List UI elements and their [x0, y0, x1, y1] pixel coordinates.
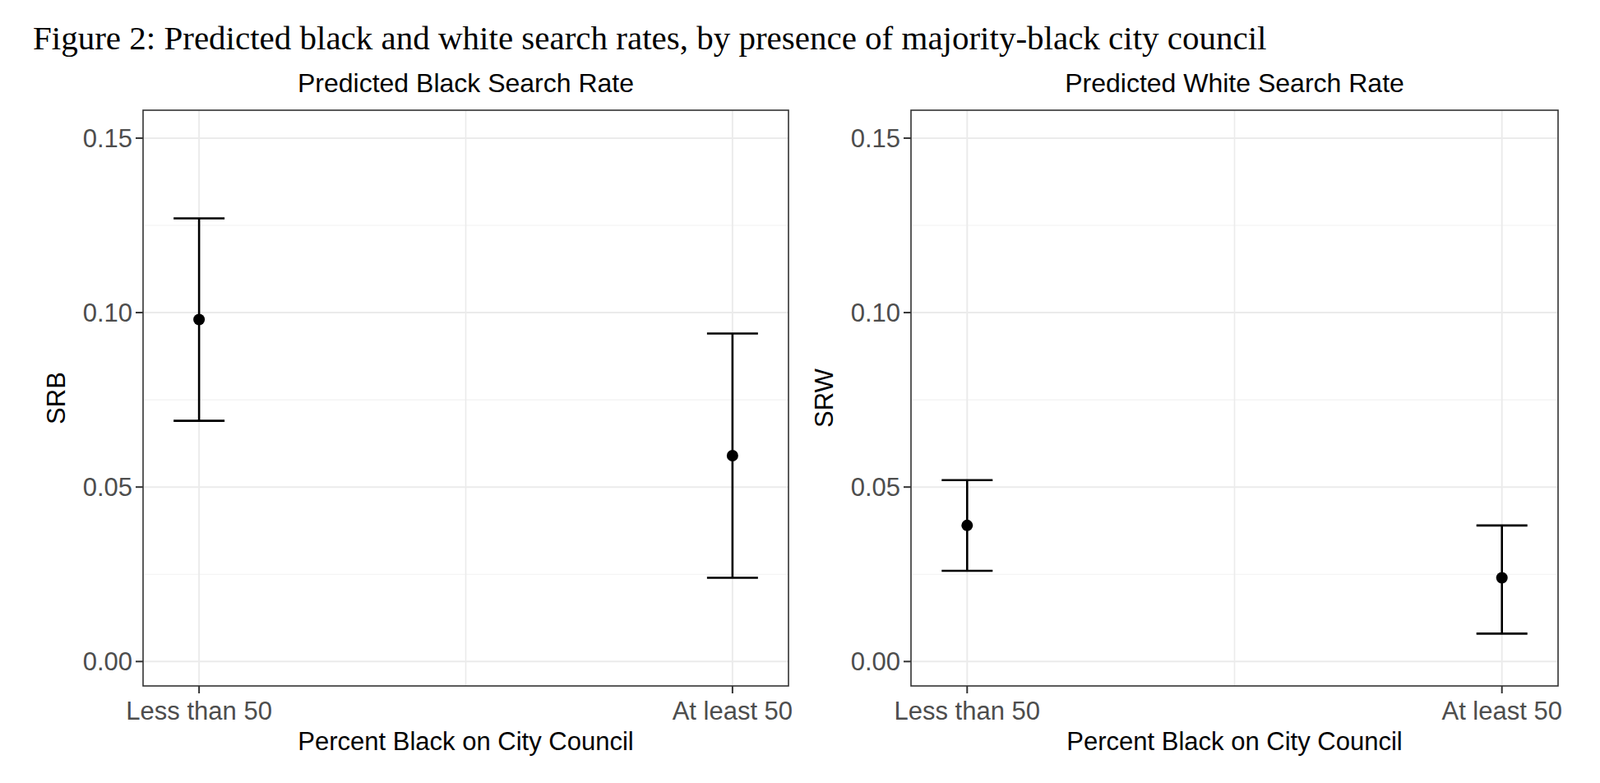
- x-axis-title: Percent Black on City Council: [1066, 726, 1402, 756]
- error-bar: [707, 333, 759, 579]
- tick-mark: [903, 660, 911, 662]
- tick-label: 0.15: [83, 124, 133, 153]
- tick-mark: [198, 685, 200, 694]
- grid-line: [143, 660, 789, 662]
- tick-label: 0.15: [850, 124, 901, 153]
- tick-mark: [903, 137, 911, 139]
- panel-title: Predicted Black Search Rate: [297, 68, 634, 98]
- tick-mark: [903, 311, 911, 314]
- tick-label: Less than 50: [894, 696, 1041, 726]
- grid-line: [910, 660, 1559, 662]
- tick-label: Less than 50: [125, 696, 273, 726]
- panel-border: [143, 110, 789, 686]
- grid-line: [143, 311, 789, 314]
- tick-mark: [135, 137, 144, 139]
- point: [193, 314, 205, 326]
- figure-svg: Figure 2: Predicted black and white sear…: [0, 0, 1600, 783]
- tick-label: 0.10: [83, 298, 133, 328]
- grid-line: [910, 311, 1559, 314]
- marks: [173, 218, 759, 579]
- tick-mark: [1501, 685, 1503, 694]
- grid-line: [910, 137, 1559, 139]
- tick-mark: [903, 485, 911, 488]
- panel: 0.00 0.05 0.10 0.15 Less than 50 At least 50 P…: [809, 68, 1563, 756]
- marks: [941, 480, 1527, 634]
- tick-mark: [731, 685, 734, 694]
- grid-line: [143, 485, 789, 488]
- tick-label: 0.00: [83, 647, 133, 676]
- figure-title: Figure 2: Predicted black and white sear…: [32, 18, 1268, 57]
- tick-mark: [135, 311, 144, 314]
- tick-mark: [135, 660, 144, 662]
- point: [961, 519, 973, 532]
- tick-label: 0.05: [83, 472, 133, 502]
- tick-label: 0.10: [850, 298, 901, 328]
- minor-grid: [1234, 110, 1236, 686]
- tick-mark: [135, 485, 144, 488]
- panel-title: Predicted White Search Rate: [1064, 68, 1405, 98]
- y-axis-title: SRW: [809, 367, 839, 428]
- error-bar: [173, 218, 225, 421]
- point: [1496, 571, 1508, 583]
- tick-label: At least 50: [1441, 696, 1562, 726]
- error-bar: [941, 480, 993, 571]
- plot-background: [143, 110, 789, 686]
- grid-line: [966, 110, 968, 686]
- minor-grid: [465, 110, 468, 686]
- grid-line: [143, 137, 789, 139]
- tick-mark: [966, 685, 968, 694]
- plot-background: [910, 110, 1559, 686]
- x-axis-title: Percent Black on City Council: [297, 726, 634, 756]
- panel: 0.00 0.05 0.10 0.15 Less than 50 At least 50 P…: [41, 68, 793, 756]
- tick-label: At least 50: [672, 696, 793, 726]
- grid-line: [910, 485, 1559, 488]
- tick-label: 0.05: [850, 472, 901, 502]
- y-axis-title: SRB: [41, 371, 71, 425]
- figure: Figure 2: Predicted black and white sear…: [0, 0, 1600, 783]
- panel-border: [910, 110, 1559, 686]
- error-bar: [1476, 525, 1528, 634]
- point: [726, 449, 739, 462]
- tick-label: 0.00: [850, 647, 901, 676]
